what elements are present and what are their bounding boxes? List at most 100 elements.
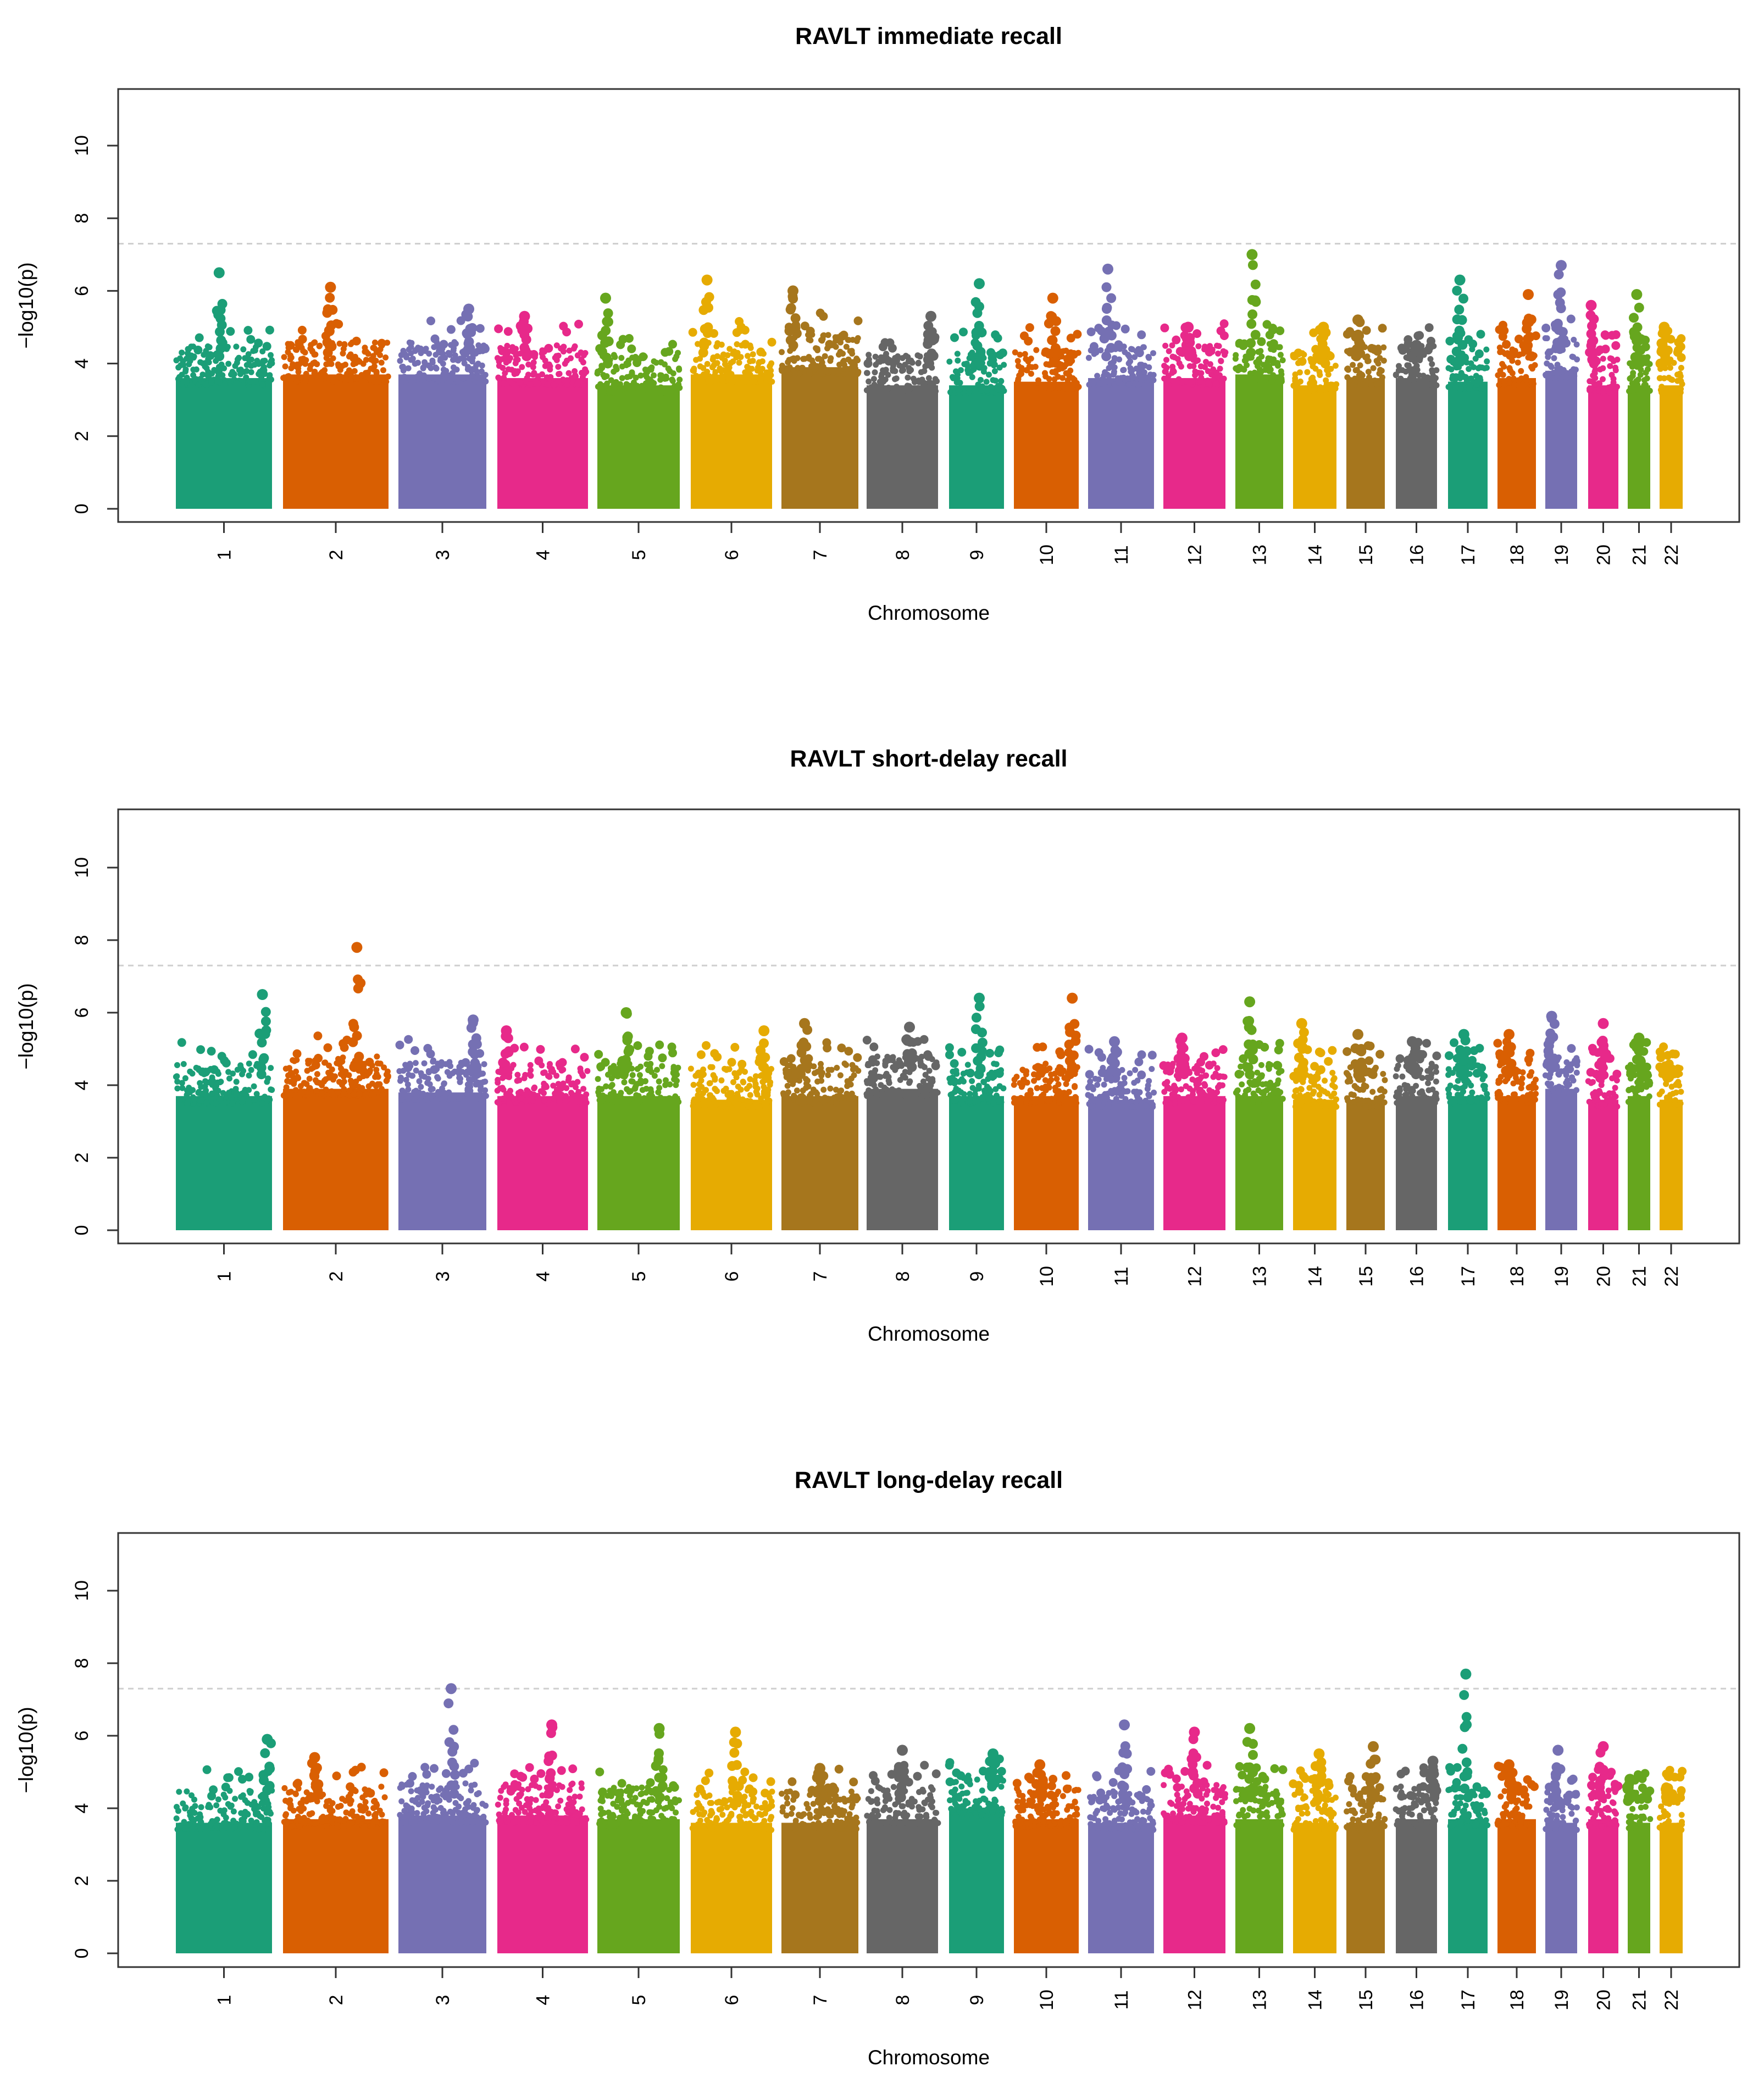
snp-point [688,327,697,337]
snp-point [806,1098,813,1104]
snp-point [1171,1085,1177,1092]
snp-point [560,348,567,355]
snp-point [785,371,792,377]
snp-point [1449,375,1456,382]
snp-point [240,346,247,353]
snp-point [1601,331,1610,340]
snp-point [1410,374,1417,380]
snp-point [902,362,908,368]
snp-point [813,345,819,352]
snp-point [1250,330,1261,340]
snp-point [437,357,443,364]
snp-point [1015,363,1022,369]
snp-point [786,365,792,371]
snp-point [812,1070,818,1076]
snp-point [869,1042,879,1052]
snp-point [1027,1087,1034,1094]
snp-point [1404,1082,1411,1089]
snp-point [498,1057,508,1068]
snp-point [551,382,557,388]
snp-point [651,1073,658,1079]
snp-point [1185,1094,1192,1101]
snp-point [877,1074,884,1080]
snp-point [202,1078,209,1085]
snp-point [1380,357,1387,364]
snp-point [1311,1088,1317,1095]
snp-point [523,323,533,334]
snp-point [1471,379,1477,385]
snp-point [737,354,744,360]
snp-point [1096,380,1103,387]
snp-point [1205,1060,1214,1070]
snp-point [544,381,551,388]
snp-point [955,357,961,364]
snp-point [1547,349,1554,356]
snp-point [1056,1050,1066,1059]
snp-point [713,343,720,349]
x-tick-label: 6 [722,550,742,560]
snp-point [525,371,531,378]
snp-point [923,320,934,331]
snp-point [825,340,834,349]
snp-point [311,1060,320,1070]
snp-point [184,1092,190,1098]
snp-point [1396,1089,1402,1096]
snp-point [1173,1053,1184,1064]
snp-point [550,1069,557,1075]
snp-point [1293,1038,1303,1048]
snp-point [217,368,223,375]
chromosome-12-points [1159,1032,1228,1230]
snp-point [908,357,914,364]
snp-point [1042,1083,1049,1090]
snp-point [254,338,263,348]
snp-point [967,1098,973,1105]
snp-point [687,1065,694,1072]
snp-point [1261,1091,1267,1097]
chromosome-1-points [173,267,275,509]
snp-point [666,1095,673,1102]
snp-point [1142,374,1149,380]
x-tick-label: 4 [533,550,554,560]
snp-point [884,1087,890,1093]
snp-point [1573,341,1580,348]
snp-point [1601,345,1610,354]
snp-point [874,384,880,390]
snp-point [1296,369,1303,376]
snp-point [1186,363,1193,369]
snp-point [731,1070,738,1076]
snp-point [1046,362,1052,368]
snp-point [723,366,730,373]
snp-point [261,1025,271,1036]
snp-point [1095,1076,1102,1082]
peak-snp-point [1411,340,1422,351]
snp-point [225,360,232,367]
snp-point [174,1062,180,1068]
snp-point [1206,1087,1213,1093]
snp-point [416,1078,423,1085]
snp-point [525,361,532,368]
snp-point [1101,1081,1107,1088]
snp-point [1646,387,1653,394]
snp-point [226,1090,232,1096]
snp-point [1520,382,1526,388]
snp-point [1325,1102,1332,1109]
snp-point [1264,358,1271,365]
chromosome-4-points [494,1025,591,1230]
snp-point [604,380,611,387]
snp-point [478,1096,484,1103]
snp-point [960,1070,967,1077]
x-tick-label: 10 [1036,545,1057,565]
snp-point [1637,371,1644,378]
snp-point [955,371,961,378]
snp-point [1347,1078,1353,1085]
snp-point [868,1055,877,1064]
snp-point [1216,343,1222,349]
chromosome-13-points [1233,996,1286,1230]
snp-point [1176,360,1183,366]
snp-point [1260,1081,1266,1087]
snp-point [1452,286,1462,296]
snp-point [1457,386,1464,392]
snp-point [253,1091,260,1097]
snp-point [839,330,848,340]
snp-point [259,1053,269,1063]
